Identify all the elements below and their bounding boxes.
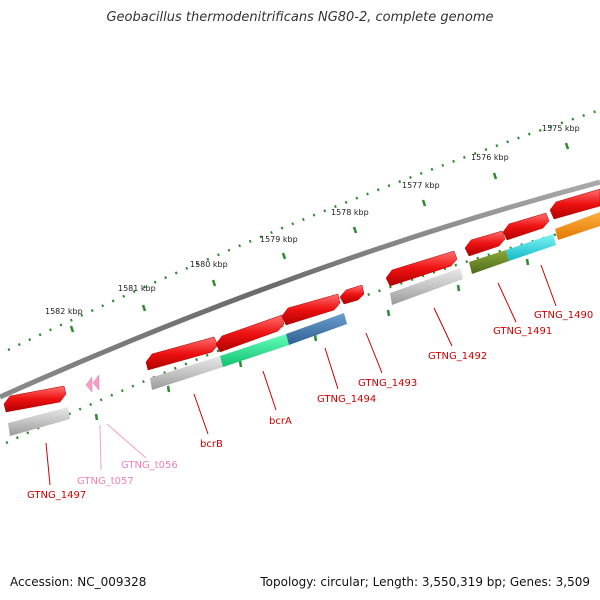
forward-genes: [3, 188, 600, 413]
trna-leaders: [99, 423, 147, 471]
band-grey-1497: [8, 407, 70, 436]
band-green-bcrA: [220, 334, 289, 367]
gene-arrow-1491b[interactable]: [502, 212, 550, 241]
gene-arrow-1493[interactable]: [339, 284, 365, 305]
ruler-label-1577: 1577 kbp: [402, 181, 440, 190]
gene-label-1492[interactable]: GTNG_1492: [428, 351, 487, 362]
gene-arrow-1492[interactable]: [385, 250, 458, 287]
genome-summary-text: Topology: circular; Length: 3,550,319 bp…: [260, 575, 590, 589]
annotation-bands: [8, 212, 600, 436]
band-grey-1492: [390, 268, 463, 305]
band-blue-1494: [286, 313, 347, 345]
gene-label-bcrB[interactable]: bcrB: [200, 439, 223, 450]
ruler-label-1581: 1581 kbp: [118, 284, 156, 293]
trna-label-t056[interactable]: GTNG_t056: [121, 460, 178, 471]
gene-arrow-1490[interactable]: [549, 188, 600, 220]
ruler-label-1575: 1575 kbp: [542, 124, 580, 133]
gene-label-1490[interactable]: GTNG_1490: [534, 310, 593, 321]
band-orange-1490: [555, 212, 600, 240]
gene-label-1497[interactable]: GTNG_1497: [27, 490, 86, 501]
ruler-label-1580: 1580 kbp: [190, 260, 228, 269]
trna-t056-icon[interactable]: [92, 374, 100, 391]
trna-label-t057[interactable]: GTNG_t057: [77, 476, 134, 487]
trna-t057-icon[interactable]: [85, 376, 93, 393]
gene-label-1493[interactable]: GTNG_1493: [358, 378, 417, 389]
ruler-label-1579: 1579 kbp: [260, 235, 298, 244]
ruler-label-1578: 1578 kbp: [331, 208, 369, 217]
gene-arrow-1491[interactable]: [464, 230, 506, 257]
map-title: Geobacillus thermodenitrificans NG80-2, …: [106, 10, 494, 25]
band-grey-bcrB: [150, 356, 223, 390]
label-leaders: [45, 264, 557, 486]
gene-label-1494[interactable]: GTNG_1494: [317, 394, 376, 405]
outer-ruler-major-ticks: [69, 142, 570, 333]
gene-arrow-1497[interactable]: [3, 385, 67, 413]
gene-arrow-bcrA[interactable]: [215, 314, 285, 353]
inner-ruler-major-ticks: [94, 258, 530, 421]
gene-label-1491[interactable]: GTNG_1491: [493, 326, 552, 337]
gene-label-bcrA[interactable]: bcrA: [269, 416, 292, 427]
genome-backbone: [0, 179, 600, 400]
accession-text: Accession: NC_009328: [10, 575, 147, 589]
band-olive-1491: [469, 250, 509, 274]
trna-markers: [85, 374, 100, 393]
band-cyan-1491: [506, 234, 556, 261]
ruler-label-1576: 1576 kbp: [471, 153, 509, 162]
ruler-label-1582: 1582 kbp: [45, 307, 83, 316]
gene-arrow-1494[interactable]: [281, 293, 341, 326]
